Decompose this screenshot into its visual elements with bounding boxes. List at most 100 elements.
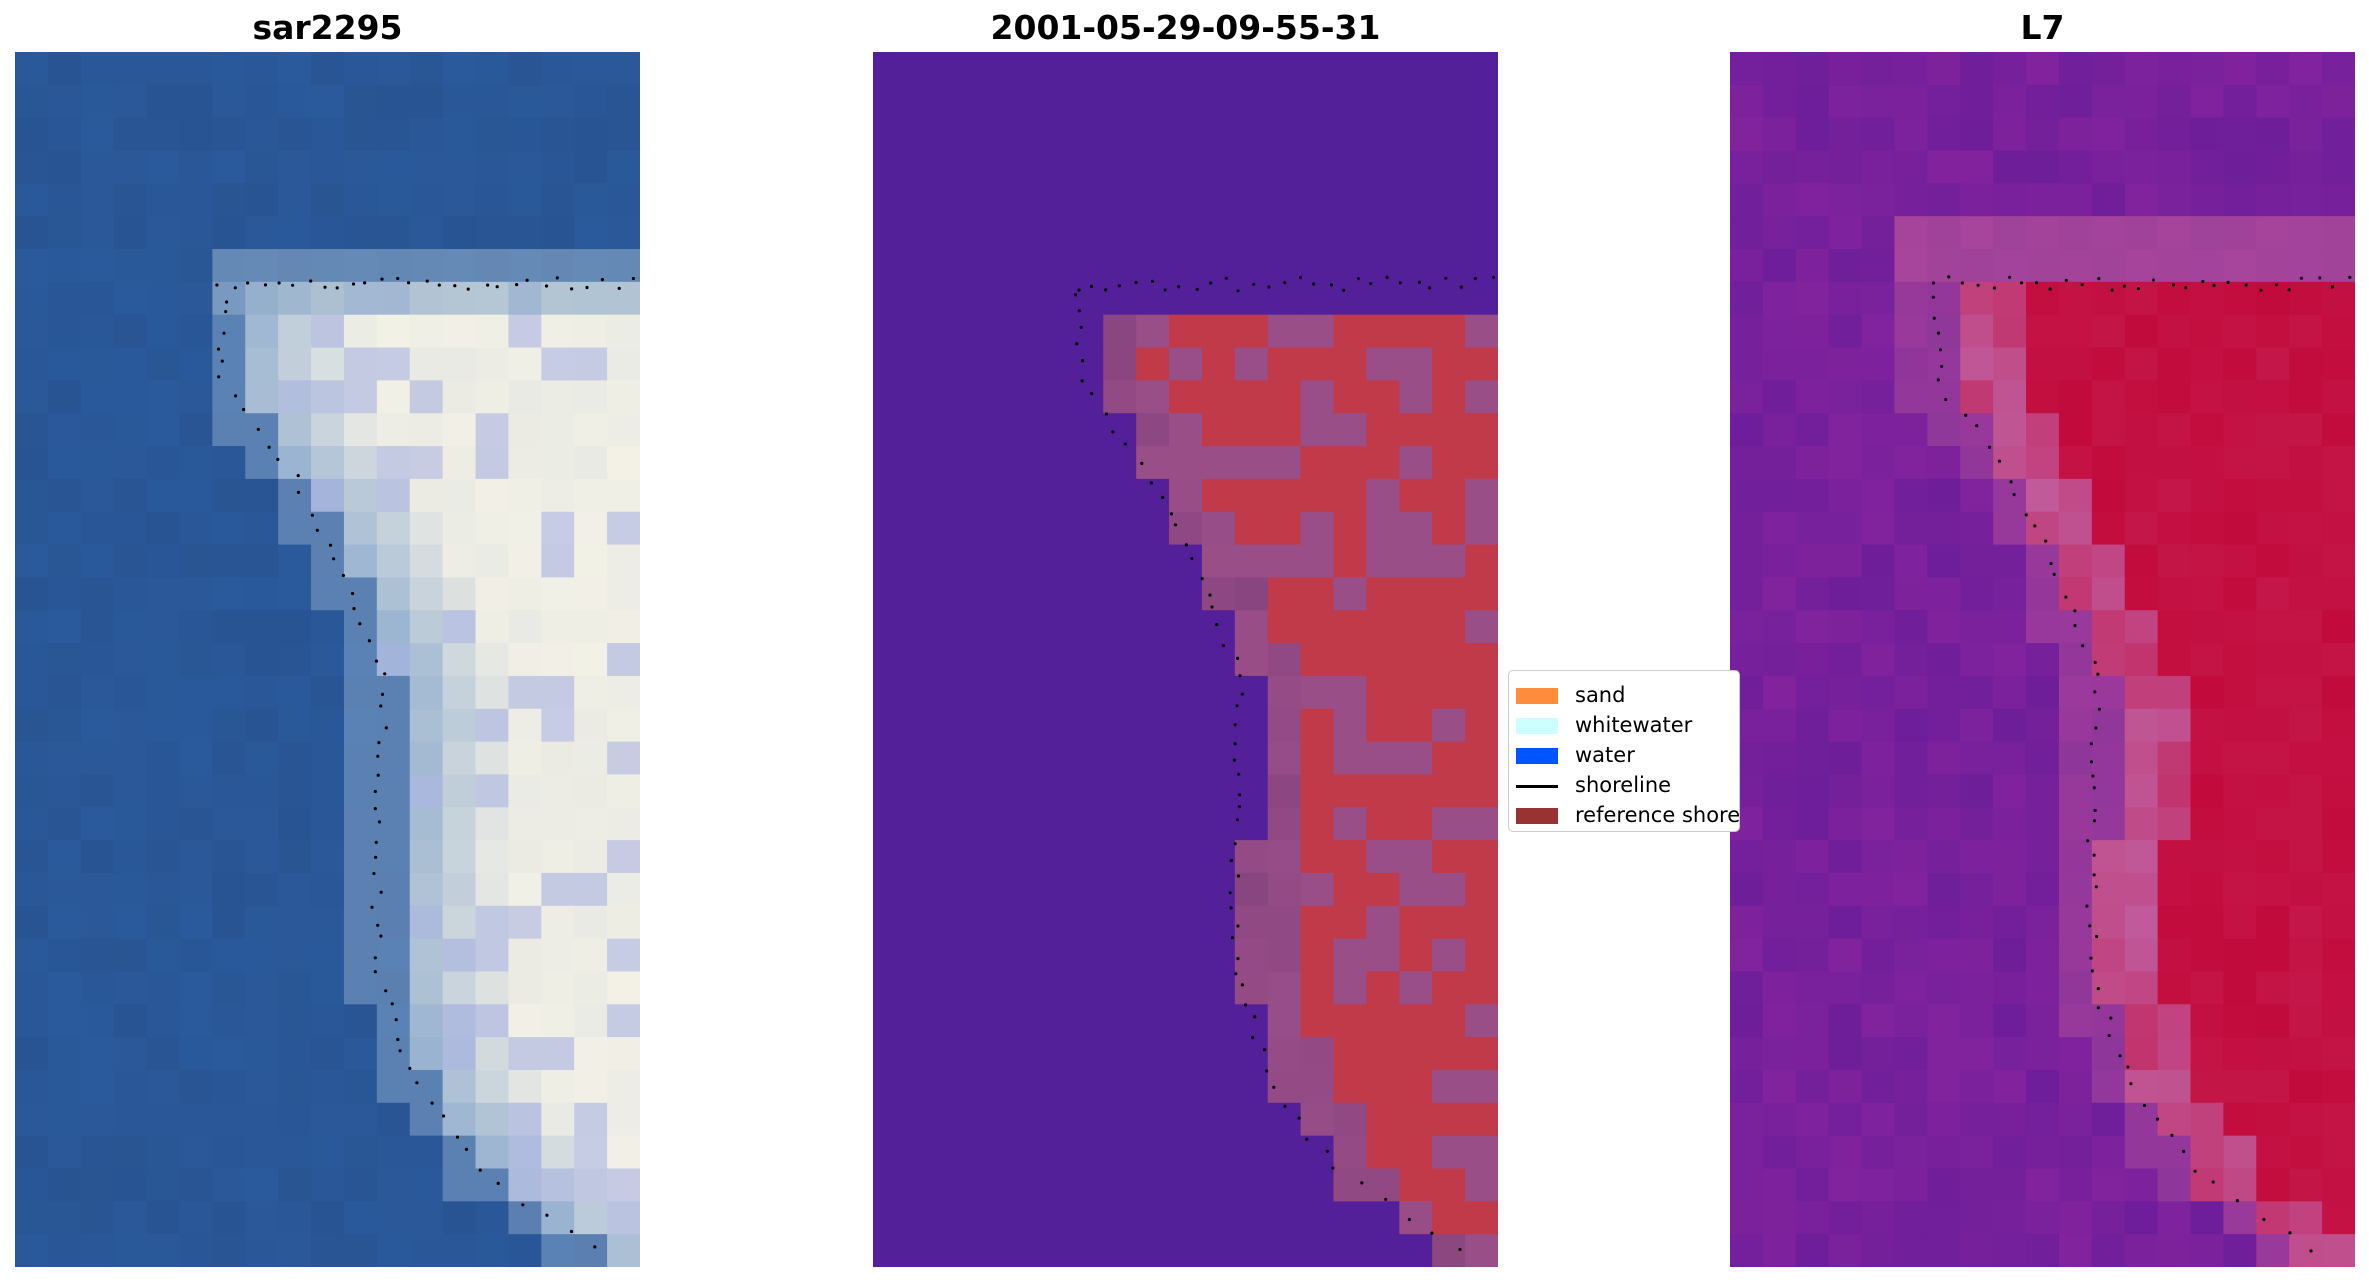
pixel [1399, 971, 1433, 1005]
pixel [2157, 1102, 2192, 1137]
pixel [1103, 413, 1137, 447]
pixel [873, 1234, 907, 1267]
pixel [1300, 840, 1335, 874]
pixel [1201, 314, 1236, 349]
pixel [146, 1069, 181, 1104]
shoreline-dot [2092, 873, 2096, 877]
pixel [15, 347, 49, 381]
pixel [574, 117, 608, 152]
pixel [1004, 314, 1039, 349]
pixel [1795, 1135, 1830, 1170]
pixel [278, 1102, 312, 1137]
shoreline-dot [2288, 1231, 2292, 1235]
pixel [2190, 249, 2225, 283]
pixel [574, 446, 608, 480]
pixel [971, 117, 1006, 152]
pixel [179, 643, 213, 677]
pixel [2190, 905, 2225, 940]
pixel [574, 1069, 608, 1104]
pixel [1993, 1102, 2027, 1137]
pixel [508, 511, 542, 546]
pixel [2289, 150, 2323, 184]
pixel [1894, 52, 1928, 86]
pixel [311, 1102, 345, 1137]
pixel [146, 1037, 181, 1071]
shoreline-dot [2244, 283, 2248, 287]
pixel [905, 1102, 940, 1137]
shoreline-dot [2110, 288, 2114, 292]
shoreline-dot [1236, 957, 1240, 961]
pixel [508, 708, 542, 743]
shoreline-dot [1140, 461, 1144, 465]
pixel [1333, 675, 1368, 710]
pixel [2124, 150, 2159, 184]
pixel [938, 774, 973, 808]
pixel [2026, 905, 2060, 940]
pixel [2157, 511, 2192, 546]
pixel [607, 643, 640, 677]
pixel [1070, 708, 1104, 743]
pixel [1795, 741, 1830, 776]
pixel [343, 544, 378, 579]
pixel [1399, 84, 1433, 119]
pixel [607, 446, 640, 480]
pixel [1730, 1037, 1764, 1071]
pixel [1366, 1004, 1400, 1038]
pixel [2322, 1135, 2355, 1170]
pixel [1136, 675, 1170, 710]
pixel [607, 971, 640, 1005]
pixel [146, 1234, 181, 1267]
shoreline-dot [256, 427, 260, 431]
shoreline-dot [415, 1081, 419, 1085]
pixel [2256, 150, 2290, 184]
pixel [1399, 872, 1433, 907]
pixel [607, 511, 640, 546]
shoreline-dot [455, 1135, 460, 1139]
shoreline-dot [396, 276, 400, 281]
shoreline-dot [2085, 904, 2089, 908]
pixel [2157, 1168, 2192, 1202]
pixel [2091, 347, 2126, 381]
pixel [541, 1102, 575, 1137]
shoreline-dot [2091, 774, 2095, 778]
pixel [574, 643, 608, 677]
shoreline-dot [2088, 924, 2092, 928]
pixel [409, 1168, 444, 1202]
pixel [1234, 938, 1269, 973]
shoreline-dot [1150, 279, 1155, 283]
pixel [113, 577, 148, 611]
shoreline-dot [328, 543, 333, 547]
pixel [343, 84, 378, 119]
pixel [1070, 1037, 1104, 1071]
pixel [442, 446, 477, 480]
shoreline-dot [2097, 277, 2101, 281]
pixel [376, 708, 411, 743]
pixel [1927, 675, 1961, 710]
pixel [508, 610, 542, 644]
pixel [1169, 577, 1203, 611]
pixel [278, 544, 312, 579]
pixel [2289, 314, 2323, 349]
pixel [2256, 413, 2290, 447]
pixel [179, 84, 213, 119]
pixel [971, 216, 1006, 250]
pixel [311, 1234, 345, 1267]
pixel [1366, 1037, 1400, 1071]
pixel [212, 840, 246, 874]
pixel [343, 675, 378, 710]
pixel [607, 741, 640, 776]
pixel [1993, 938, 2027, 973]
shoreline-dot [1077, 288, 1081, 292]
pixel [1730, 938, 1764, 973]
pixel [2091, 183, 2126, 217]
shoreline-dot [2235, 1199, 2239, 1203]
pixel [1894, 478, 1928, 513]
pixel [1960, 1201, 1994, 1235]
pixel [1993, 1004, 2027, 1038]
pixel [1136, 905, 1170, 940]
pixel [905, 150, 940, 184]
shoreline-dot [1976, 283, 1980, 287]
pixel [146, 446, 181, 480]
pixel [574, 1004, 608, 1038]
pixel [2157, 872, 2192, 907]
